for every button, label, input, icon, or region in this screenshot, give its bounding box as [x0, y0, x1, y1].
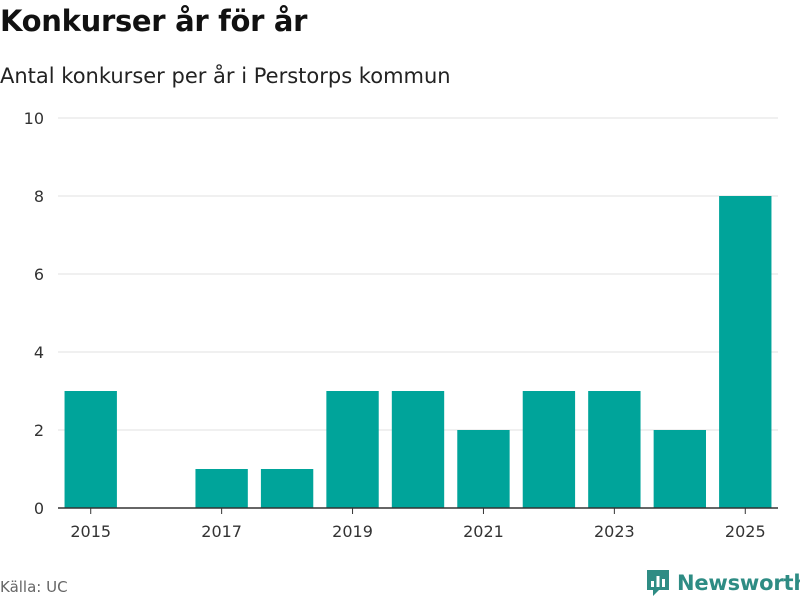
- x-tick-label: 2025: [725, 522, 766, 541]
- brand-name: Newsworthy: [677, 571, 800, 595]
- bar-2015: [64, 391, 117, 508]
- x-tick-label: 2023: [594, 522, 635, 541]
- x-tick-label: 2019: [332, 522, 373, 541]
- y-tick-label: 6: [34, 265, 44, 284]
- x-tick-label: 2021: [463, 522, 504, 541]
- bar-series: [64, 196, 772, 508]
- bar-2022: [522, 391, 576, 508]
- x-axis-ticks: 2015 2017 2019 2021 2023 2025: [70, 508, 766, 541]
- y-tick-label: 4: [34, 343, 44, 362]
- bar-2019: [326, 391, 379, 508]
- bar-2018: [260, 469, 314, 508]
- bar-2017: [195, 469, 248, 508]
- y-tick-label: 0: [34, 499, 44, 518]
- bar-chart: 0 2 4 6 8 10 2015 2017 2019 2021 2023 2025: [24, 109, 778, 541]
- bar-2023: [588, 391, 641, 508]
- chart-subtitle: Antal konkurser per år i Perstorps kommu…: [0, 64, 451, 88]
- source-note: Källa: UC: [0, 578, 68, 596]
- bar-2021: [457, 430, 510, 508]
- y-tick-label: 10: [24, 109, 44, 128]
- x-tick-label: 2015: [70, 522, 111, 541]
- chart-title: Konkurser år för år: [0, 4, 308, 38]
- y-tick-label: 8: [34, 187, 44, 206]
- bar-2025: [719, 196, 772, 508]
- y-tick-label: 2: [34, 421, 44, 440]
- x-tick-label: 2017: [201, 522, 242, 541]
- gridlines: [58, 117, 778, 431]
- brand-logo: Newsworthy: [645, 568, 800, 598]
- newsworthy-logo-icon: [647, 570, 669, 596]
- bar-2024: [653, 430, 706, 508]
- y-axis-ticks: 0 2 4 6 8 10: [24, 109, 44, 518]
- bar-2020: [391, 391, 445, 508]
